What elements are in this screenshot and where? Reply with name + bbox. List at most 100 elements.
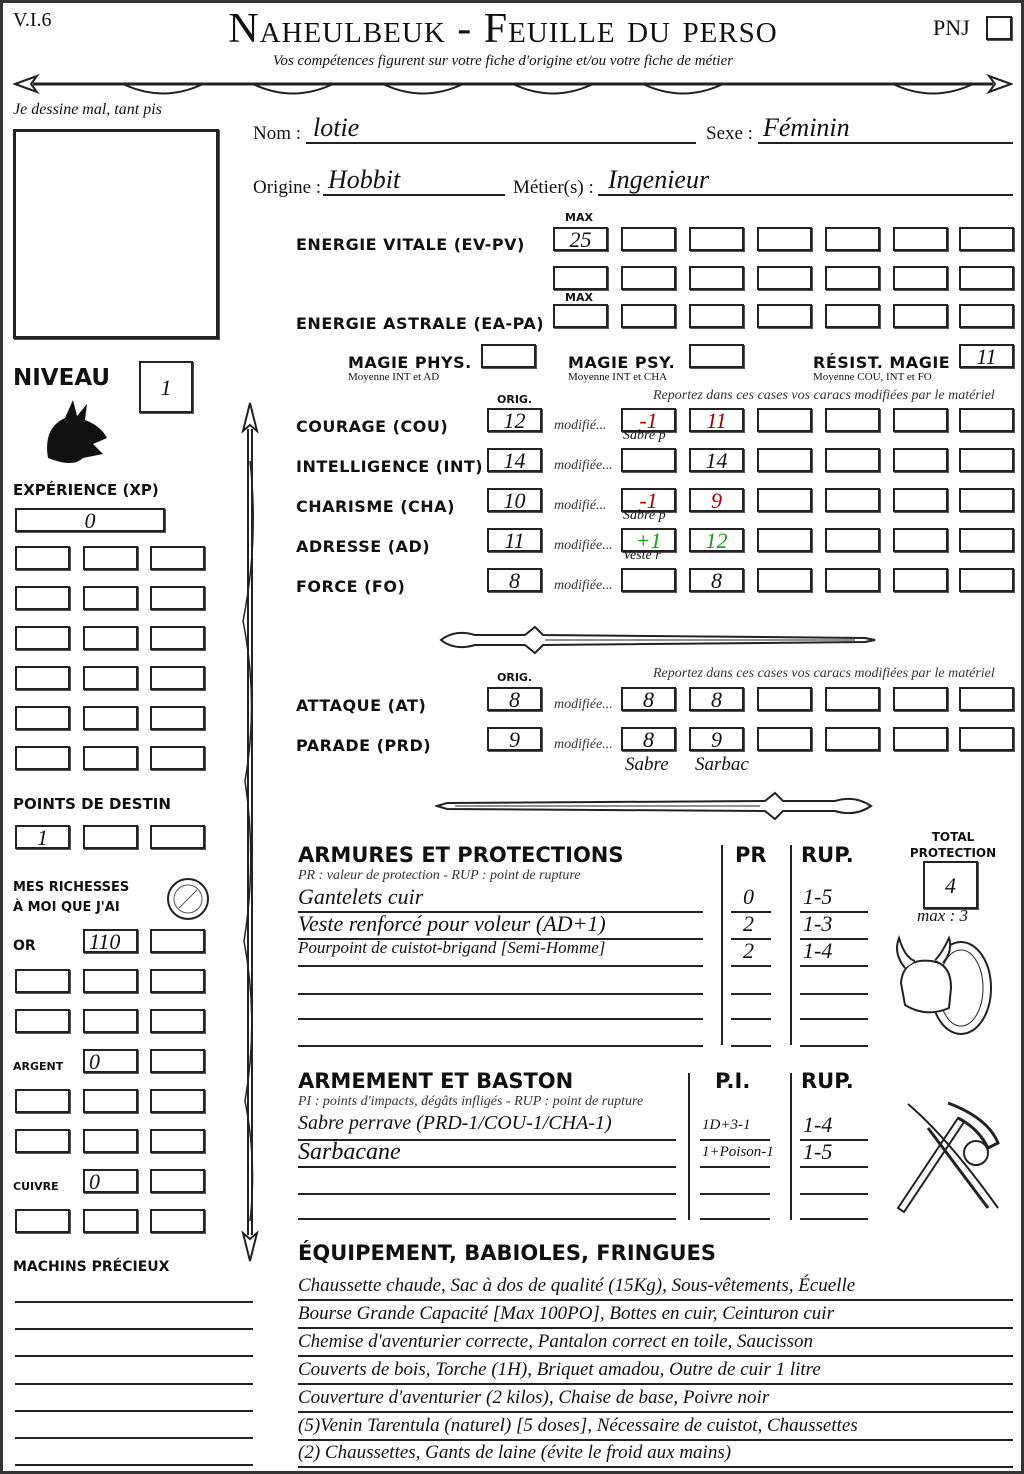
ev-box[interactable] (893, 266, 948, 290)
xp-grid-box[interactable] (83, 666, 138, 690)
nom-field[interactable]: lotie (313, 113, 360, 142)
stat-orig-box[interactable]: 11 (487, 528, 542, 552)
money-box[interactable]: 110 (83, 929, 138, 953)
ev-box[interactable] (893, 227, 948, 251)
stat-mod-box[interactable] (893, 568, 948, 592)
stat-mod-box[interactable] (959, 488, 1014, 512)
magie-psy-box[interactable] (689, 344, 744, 368)
money-box[interactable] (150, 1009, 205, 1033)
ea-box[interactable] (689, 304, 744, 328)
ev-box[interactable] (959, 266, 1014, 290)
ev-box[interactable] (689, 227, 744, 251)
xp-grid-box[interactable] (15, 546, 70, 570)
xp-grid-box[interactable] (150, 546, 205, 570)
stat-mod-box[interactable] (825, 528, 880, 552)
money-box[interactable] (15, 1129, 70, 1153)
ev-box[interactable] (825, 227, 880, 251)
armor-item-name[interactable]: Veste renforcé pour voleur (AD+1) (298, 911, 606, 936)
precieux-line[interactable] (15, 1355, 253, 1357)
weapon-item-rup[interactable]: 1-4 (803, 1112, 833, 1137)
stat-mod-box[interactable] (757, 727, 812, 751)
destin-box[interactable] (150, 825, 205, 849)
ev-box[interactable]: 25 (553, 227, 608, 251)
money-box[interactable]: 0 (83, 1049, 138, 1073)
stat-mod-box[interactable] (757, 528, 812, 552)
ea-box[interactable] (825, 304, 880, 328)
weapon-item-pi[interactable]: 1+Poison-1 (702, 1144, 774, 1160)
stat-mod-box[interactable] (893, 528, 948, 552)
weapon-item-rup[interactable]: 1-5 (803, 1139, 833, 1164)
stat-mod-box[interactable]: -1 (621, 488, 676, 512)
precieux-line[interactable] (15, 1437, 253, 1439)
equipment-item[interactable]: Chaussette chaude, Sac à dos de qualité … (298, 1275, 856, 1296)
destin-box[interactable] (83, 825, 138, 849)
niveau-box[interactable]: 1 (139, 361, 193, 413)
xp-grid-box[interactable] (150, 626, 205, 650)
money-box[interactable] (83, 1209, 138, 1233)
stat-mod-box[interactable]: 9 (689, 488, 744, 512)
stat-mod-box[interactable] (959, 528, 1014, 552)
origine-field[interactable]: Hobbit (328, 165, 401, 194)
money-box[interactable] (15, 1009, 70, 1033)
stat-mod-box[interactable] (757, 687, 812, 711)
stat-mod-box[interactable] (825, 488, 880, 512)
portrait-box[interactable] (13, 129, 219, 339)
magie-phys-box[interactable] (481, 344, 536, 368)
xp-box[interactable]: 0 (15, 508, 165, 532)
pnj-checkbox[interactable] (986, 16, 1012, 40)
xp-grid-box[interactable] (15, 666, 70, 690)
stat-mod-box[interactable]: 11 (689, 408, 744, 432)
destin-box[interactable]: 1 (15, 825, 70, 849)
money-box[interactable] (83, 1129, 138, 1153)
stat-mod-box[interactable] (825, 568, 880, 592)
ev-box[interactable] (757, 266, 812, 290)
stat-mod-box[interactable] (825, 448, 880, 472)
stat-mod-box[interactable] (959, 408, 1014, 432)
armor-item-rup[interactable]: 1-3 (803, 911, 833, 936)
stat-mod-box[interactable] (959, 687, 1014, 711)
xp-grid-box[interactable] (15, 746, 70, 770)
stat-mod-box[interactable]: 8 (689, 568, 744, 592)
precieux-line[interactable] (15, 1464, 253, 1466)
xp-grid-box[interactable] (15, 626, 70, 650)
money-box[interactable] (150, 1049, 205, 1073)
stat-mod-box[interactable] (825, 687, 880, 711)
metier-field[interactable]: Ingenieur (608, 165, 710, 194)
stat-mod-box[interactable] (621, 448, 676, 472)
stat-orig-box[interactable]: 12 (487, 408, 542, 432)
ea-box[interactable] (893, 304, 948, 328)
ev-box[interactable] (621, 266, 676, 290)
stat-mod-box[interactable] (757, 488, 812, 512)
money-box[interactable] (15, 1209, 70, 1233)
weapon-item-pi[interactable]: 1D+3-1 (702, 1117, 751, 1133)
money-box[interactable] (83, 969, 138, 993)
precieux-line[interactable] (15, 1383, 253, 1385)
xp-grid-box[interactable] (83, 746, 138, 770)
weapon-item-name[interactable]: Sabre perrave (PRD-1/COU-1/CHA-1) (298, 1112, 612, 1134)
precieux-line[interactable] (15, 1410, 253, 1412)
money-box[interactable] (15, 1089, 70, 1113)
stat-mod-box[interactable] (959, 727, 1014, 751)
xp-grid-box[interactable] (15, 586, 70, 610)
armor-item-rup[interactable]: 1-5 (803, 884, 833, 909)
stat-orig-box[interactable]: 8 (487, 568, 542, 592)
stat-mod-box[interactable]: -1 (621, 408, 676, 432)
money-box[interactable] (150, 1089, 205, 1113)
xp-grid-box[interactable] (150, 666, 205, 690)
stat-mod-box[interactable]: 9 (689, 727, 744, 751)
ev-box[interactable] (621, 227, 676, 251)
precieux-line[interactable] (15, 1328, 253, 1330)
xp-grid-box[interactable] (83, 706, 138, 730)
stat-mod-box[interactable] (757, 568, 812, 592)
xp-grid-box[interactable] (83, 586, 138, 610)
ev-box[interactable] (825, 266, 880, 290)
stat-mod-box[interactable] (893, 448, 948, 472)
stat-mod-box[interactable] (893, 408, 948, 432)
xp-grid-box[interactable] (83, 546, 138, 570)
stat-mod-box[interactable] (959, 448, 1014, 472)
armor-item-pr[interactable]: 2 (743, 938, 754, 963)
ea-box[interactable] (959, 304, 1014, 328)
stat-mod-box[interactable]: 8 (689, 687, 744, 711)
equipment-item[interactable]: (5)Venin Tarentula (naturel) [5 doses], … (298, 1415, 858, 1436)
armor-item-pr[interactable]: 2 (743, 911, 754, 936)
